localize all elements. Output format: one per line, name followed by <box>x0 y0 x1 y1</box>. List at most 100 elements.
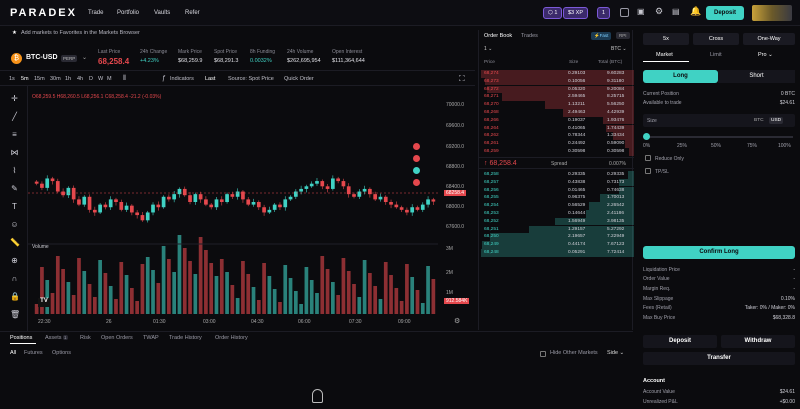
tab-twap[interactable]: TWAP <box>143 335 159 341</box>
side-filter[interactable]: Side ⌄ <box>607 350 625 356</box>
xp-count-badge[interactable]: 1 <box>597 7 611 19</box>
chat-icon[interactable]: ▤ <box>672 7 680 16</box>
slider-mark[interactable]: 50% <box>711 143 722 149</box>
ask-row[interactable]: 68,268 2.49463 4.42939 <box>479 109 634 117</box>
tab-positions[interactable]: Positions <box>10 335 33 341</box>
event-marker[interactable] <box>413 179 420 186</box>
slider-mark[interactable]: 0% <box>643 143 651 149</box>
timeframe-15m[interactable]: 15m <box>34 76 45 82</box>
fib-icon[interactable]: ≡ <box>12 130 17 139</box>
subtab-futures[interactable]: Futures <box>24 350 43 356</box>
candle-type-icon[interactable]: ⫴ <box>123 75 126 82</box>
bid-row[interactable]: 68,248 0.05291 7.72414 <box>479 249 634 257</box>
nav-refer[interactable]: Refer <box>185 10 200 16</box>
bid-row[interactable]: 68,258 0.29335 0.29335 <box>479 171 634 179</box>
slider-mark[interactable]: 75% <box>747 143 758 149</box>
timeframe-m[interactable]: M <box>107 76 112 82</box>
unit-btc[interactable]: BTC <box>754 118 764 123</box>
quick-order-button[interactable]: Quick Order <box>284 76 314 82</box>
emoji-icon[interactable]: ☺ <box>10 220 19 229</box>
bid-row[interactable]: 68,253 0.14644 2.41186 <box>479 210 634 218</box>
currency-select[interactable]: BTC ⌄ <box>611 46 627 52</box>
event-marker[interactable] <box>413 143 420 150</box>
tab-pro[interactable]: Pro ⌄ <box>758 52 773 58</box>
wallet-icon[interactable]: ▣ <box>637 7 645 16</box>
market-symbol[interactable]: BTC-USD <box>26 54 58 61</box>
unit-usd[interactable]: USD <box>769 117 784 124</box>
fullscreen-icon[interactable]: ⛶ <box>459 74 465 83</box>
crosshair-icon[interactable]: ✛ <box>11 94 18 103</box>
ask-row[interactable]: 68,261 0.24492 0.59090 <box>479 140 634 148</box>
account-avatar[interactable] <box>752 5 792 21</box>
precision-select[interactable]: 1 ⌄ <box>484 46 493 52</box>
tab-market[interactable]: Market <box>656 52 673 58</box>
short-tab[interactable]: Short <box>718 70 795 83</box>
slider-mark[interactable]: 25% <box>677 143 688 149</box>
ask-row[interactable]: 68,266 0.19037 1.93476 <box>479 116 634 125</box>
tpsl-checkbox[interactable] <box>645 168 651 174</box>
event-marker[interactable] <box>413 167 420 174</box>
chevron-down-icon[interactable]: ⌄ <box>82 55 88 61</box>
trendline-icon[interactable]: ╱ <box>12 112 17 121</box>
bid-row[interactable]: 68,251 1.29157 5.27292 <box>479 225 634 234</box>
star-icon[interactable]: ★ <box>12 30 17 36</box>
reduce-only-checkbox[interactable] <box>645 155 651 161</box>
ask-row[interactable]: 68,273 0.10056 9.31180 <box>479 77 634 86</box>
tier-badge[interactable]: ⬡ 1 <box>543 7 563 19</box>
monitor-icon[interactable] <box>620 8 629 17</box>
ask-row[interactable]: 68,262 0.78344 1.33434 <box>479 132 634 141</box>
paradex-logo[interactable]: PARADEX <box>10 7 77 19</box>
ask-row[interactable]: 68,270 1.13211 5.56250 <box>479 101 634 109</box>
zoom-icon[interactable]: ⊕ <box>11 256 18 265</box>
pattern-icon[interactable]: ⋈ <box>10 148 19 157</box>
trash-icon[interactable]: 🗑 <box>10 310 21 319</box>
ask-row[interactable]: 68,274 0.29103 9.60283 <box>479 70 634 78</box>
long-tab[interactable]: Long <box>643 70 718 83</box>
size-slider[interactable] <box>645 136 793 138</box>
tradingview-logo[interactable]: TV <box>38 298 50 307</box>
timeframe-w[interactable]: W <box>98 76 104 82</box>
bid-row[interactable]: 68,249 0.44174 7.67123 <box>479 241 634 249</box>
bid-row[interactable]: 68,257 0.43838 0.73173 <box>479 178 634 187</box>
ask-row[interactable]: 68,272 0.05320 9.20084 <box>479 85 634 94</box>
chart-settings-icon[interactable]: ⚙ <box>454 318 461 325</box>
candlestick-chart[interactable] <box>28 86 475 331</box>
transfer-button[interactable]: Transfer <box>643 352 795 365</box>
position-mode-button[interactable]: One-Way <box>743 33 795 45</box>
tab-limit[interactable]: Limit <box>710 52 722 58</box>
timeframe-5m[interactable]: 5m <box>21 76 29 82</box>
ask-row[interactable]: 68,271 2.59465 8.25715 <box>479 93 634 102</box>
nav-vaults[interactable]: Vaults <box>154 10 171 16</box>
margin-mode-button[interactable]: Cross <box>693 33 739 45</box>
source-button[interactable]: Source: Spot Price <box>228 76 274 82</box>
lock-icon[interactable]: 🔒 <box>10 292 20 301</box>
ask-row[interactable]: 68,264 0.41065 1.74439 <box>479 124 634 133</box>
tab-order-book[interactable]: Order Book <box>484 33 513 39</box>
timeframe-d[interactable]: D <box>89 76 93 82</box>
book-mode-badge[interactable]: ⚡Fast <box>591 32 612 40</box>
deposit-top-button[interactable]: Deposit <box>706 6 744 20</box>
indicators-button[interactable]: Indicators <box>170 76 194 82</box>
magnet-icon[interactable]: ∩ <box>11 274 18 283</box>
projection-icon[interactable]: ⌇ <box>12 166 17 175</box>
price-chart[interactable]: O68,259.5 H68,260.5 L68,256.1 C68,258.4 … <box>28 86 475 331</box>
bid-row[interactable]: 68,254 0.56529 2.26542 <box>479 202 634 210</box>
timeframe-30m[interactable]: 30m <box>50 76 61 82</box>
tab-trade-history[interactable]: Trade History <box>169 335 202 341</box>
bell-icon[interactable]: 🔔 <box>690 6 702 16</box>
bid-row[interactable]: 68,255 0.96375 1.70013 <box>479 194 634 203</box>
last-price-button[interactable]: Last <box>205 76 216 82</box>
subtab-all[interactable]: All <box>10 350 17 356</box>
size-input[interactable]: Size BTC USD <box>643 114 795 127</box>
indicators-icon[interactable]: ƒ <box>162 75 166 82</box>
deposit-button[interactable]: Deposit <box>643 335 717 348</box>
slider-mark[interactable]: 100% <box>778 143 791 149</box>
settings-icon[interactable]: ⚙ <box>655 6 664 16</box>
tab-assets[interactable]: Assets 1 <box>45 335 68 341</box>
event-marker[interactable] <box>413 155 420 162</box>
timeframe-1h[interactable]: 1h <box>65 76 72 82</box>
confirm-long-button[interactable]: Confirm Long <box>643 246 795 259</box>
xp-badge[interactable]: $3 XP <box>563 7 588 19</box>
tab-trades[interactable]: Trades <box>521 33 538 39</box>
nav-trade[interactable]: Trade <box>88 10 104 16</box>
